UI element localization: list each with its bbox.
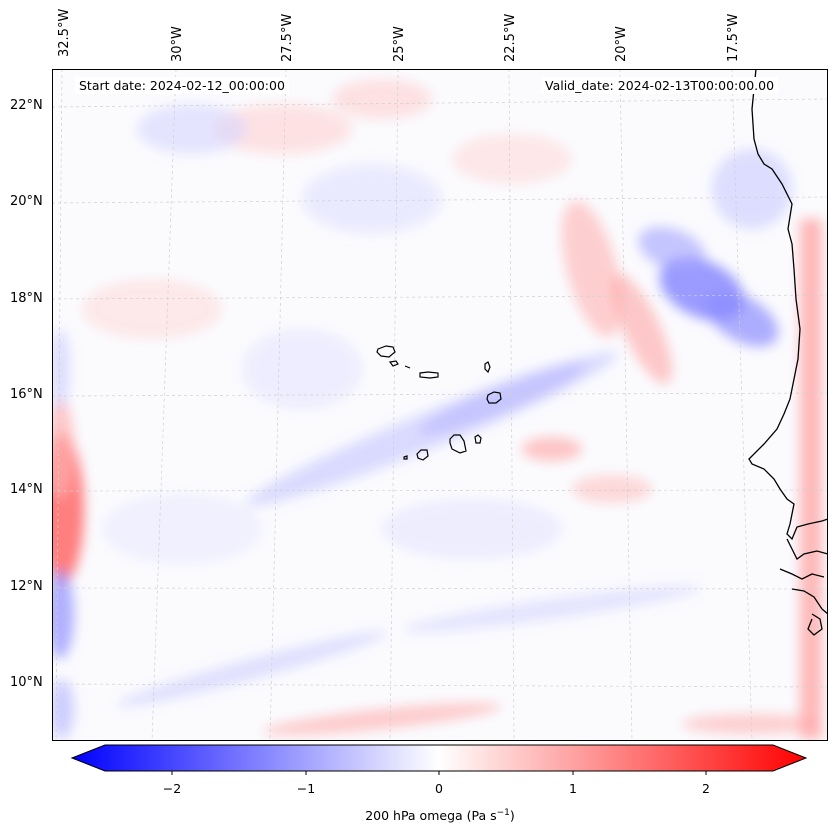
lon-label-25w: 25°W [392,26,407,62]
lon-label-22-5w: 22.5°W [503,13,518,62]
lon-label-20w: 20°W [614,26,629,62]
lon-label-27-5w: 27.5°W [280,13,295,62]
colorbar-gradient [70,744,808,772]
lat-label-14n: 14°N [10,482,43,497]
island-fogo [416,449,429,461]
island-santo-antao [376,345,396,358]
island-sao-vicente [388,360,399,367]
lat-label-16n: 16°N [10,387,43,402]
colorbar-tick-0: 0 [435,781,443,796]
colorbar-tick-2: 2 [702,781,710,796]
start-date-label: Start date: 2024-02-12_00:00:00 [75,77,289,94]
lon-label-30w: 30°W [170,26,185,62]
colorbar-tick-1: 1 [569,781,577,796]
colorbar-ticks [171,771,707,775]
island-maio [474,434,482,444]
island-boa-vista [486,391,502,404]
valid-date-label: Valid_date: 2024-02-13T00:00:00.00 [541,77,779,94]
island-santa-luzia [404,365,411,369]
island-sao-nicolau [419,371,439,379]
colorbar-tick-minus2: −2 [162,781,182,796]
colorbar-tick-minus1: −1 [296,781,316,796]
colorbar [70,744,808,775]
omega-field [52,79,822,739]
lat-label-12n: 12°N [10,579,43,594]
lat-label-18n: 18°N [10,291,43,306]
colorbar-label: 200 hPa omega (Pa s−1) [365,808,515,823]
coastline-path [748,69,828,541]
coastline [748,69,828,636]
lat-label-20n: 20°N [10,194,43,209]
colorbar-label-text: 200 hPa omega (Pa s [365,808,497,824]
lon-label-17-5w: 17.5°W [726,13,741,62]
lat-label-22n: 22°N [10,98,43,113]
island-brava [403,455,408,460]
island-santiago [449,434,467,454]
colorbar-label-exponent: −1 [496,808,510,818]
islands [376,345,502,461]
lat-label-10n: 10°N [10,675,43,690]
map-background [52,69,828,741]
map-panel [52,69,828,741]
island-sal [484,361,491,374]
gridlines [52,69,828,741]
lon-label-32-5w: 32.5°W [57,8,72,57]
colorbar-label-close: ) [509,808,515,824]
